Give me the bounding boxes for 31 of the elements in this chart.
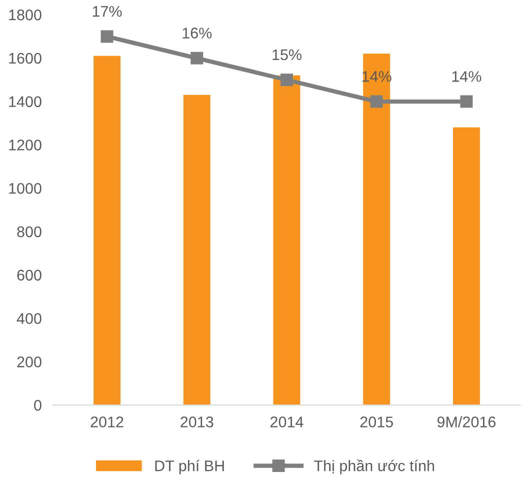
y-tick-label: 1400 bbox=[9, 96, 42, 108]
y-tick-label: 400 bbox=[16, 313, 42, 324]
y-tick-label: 1600 bbox=[9, 52, 42, 64]
bar bbox=[363, 54, 390, 406]
y-tick-label: 800 bbox=[17, 226, 42, 238]
x-tick-label: 2012 bbox=[90, 416, 124, 428]
point bbox=[190, 52, 204, 64]
y-tick-label: 1000 bbox=[9, 183, 42, 194]
x-tick-label: 2014 bbox=[270, 416, 304, 428]
data-label: 17% bbox=[92, 6, 122, 17]
y-tick-label: 1800 bbox=[9, 10, 42, 20]
data-label: 14% bbox=[452, 71, 482, 82]
point bbox=[100, 30, 114, 43]
y-tick-label: 200 bbox=[17, 356, 42, 368]
y-tick-label: 1200 bbox=[9, 140, 42, 150]
data-label: 16% bbox=[182, 28, 212, 38]
bar bbox=[183, 94, 210, 406]
point bbox=[280, 74, 293, 86]
legend-label: Thị phần ước tính bbox=[314, 459, 434, 474]
point bbox=[370, 95, 383, 108]
bar bbox=[273, 75, 300, 406]
x-tick-label: 2013 bbox=[180, 416, 214, 428]
legend-label: DT phí BH bbox=[155, 460, 224, 474]
bar bbox=[94, 56, 120, 406]
data-label: 15% bbox=[272, 49, 302, 60]
point bbox=[460, 95, 473, 108]
x-tick-label: 2015 bbox=[360, 416, 393, 428]
y-tick-label: 600 bbox=[17, 270, 42, 281]
bar bbox=[452, 127, 480, 406]
x-tick-label: 9M/2016 bbox=[437, 416, 496, 428]
y-tick-label: 0 bbox=[34, 400, 42, 411]
